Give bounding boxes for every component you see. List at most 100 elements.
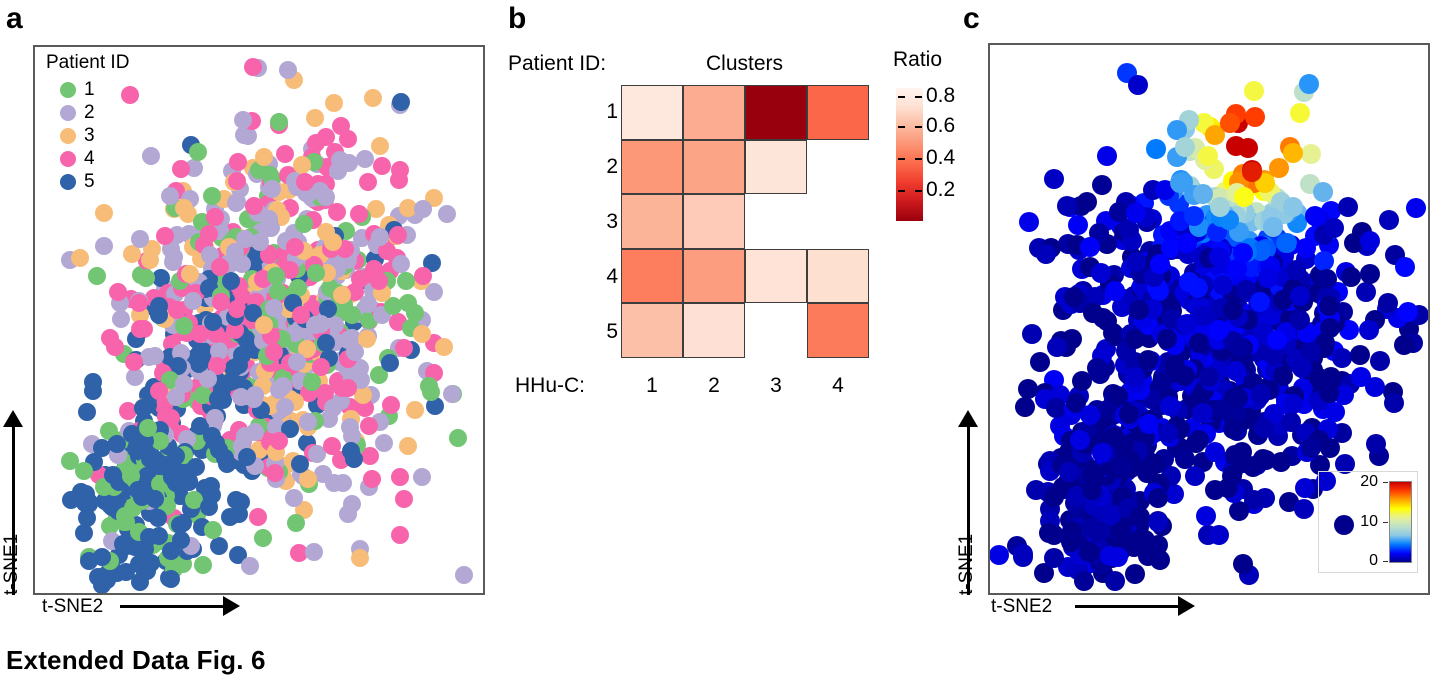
- heatmap-cell-r1-c3[interactable]: [745, 85, 807, 140]
- scatter-point: [371, 137, 390, 156]
- scatter-point: [382, 395, 401, 414]
- scatter-point: [149, 382, 168, 401]
- heatmap-cell-r3-c3[interactable]: [745, 194, 807, 249]
- panel-a-scatter-plot[interactable]: [33, 45, 485, 595]
- heatmap-cell-r3-c2[interactable]: [683, 194, 745, 249]
- scatter-point: [1128, 299, 1149, 320]
- scatter-point: [199, 498, 218, 517]
- scatter-point: [1149, 549, 1170, 570]
- scatter-point: [1301, 144, 1322, 165]
- legend-item-4[interactable]: 4: [60, 147, 129, 170]
- scatter-point: [1272, 366, 1293, 387]
- heatmap-cell-r5-c3[interactable]: [745, 303, 807, 358]
- heatmap-cell-r4-c2[interactable]: [683, 248, 745, 304]
- scatter-point: [239, 126, 258, 145]
- scatter-point: [1244, 106, 1265, 127]
- scatter-point: [1164, 356, 1185, 377]
- scatter-point: [1208, 247, 1229, 268]
- scatter-point: [1294, 498, 1315, 519]
- scatter-point: [88, 266, 107, 285]
- scatter-point: [285, 237, 304, 256]
- scatter-point: [1340, 266, 1361, 287]
- ratio-tick-0-4: 0.4: [926, 146, 956, 169]
- scatter-point: [406, 400, 425, 419]
- scatter-point: [302, 373, 321, 392]
- heatmap-col-label-3: 3: [770, 374, 782, 397]
- scatter-point: [1406, 198, 1427, 219]
- scatter-point: [287, 353, 306, 372]
- scatter-point: [1276, 232, 1297, 253]
- scatter-point: [399, 436, 418, 455]
- scatter-point: [289, 544, 308, 563]
- heatmap-cell-r5-c2[interactable]: [683, 303, 745, 358]
- scatter-point: [1195, 505, 1216, 526]
- scatter-point: [454, 565, 473, 584]
- scatter-point: [370, 228, 389, 247]
- scatter-point: [1176, 233, 1197, 254]
- legend-item-2[interactable]: 2: [60, 101, 129, 124]
- heatmap-cell-r1-c4[interactable]: [807, 85, 869, 140]
- legend-item-5[interactable]: 5: [60, 170, 129, 193]
- panel-b-colorbar: [896, 88, 923, 221]
- scatter-point: [1289, 285, 1310, 306]
- heatmap-cell-r4-c4[interactable]: [807, 248, 869, 304]
- scatter-point: [360, 416, 379, 435]
- panel-b-col-axis-label: HHu-C:: [515, 374, 586, 397]
- panel-b-heatmap[interactable]: [621, 85, 869, 358]
- panel-a-x-axis-arrow: [120, 596, 240, 616]
- heatmap-row-label-4: 4: [606, 265, 618, 288]
- heatmap-cell-r3-c1[interactable]: [621, 194, 683, 249]
- scatter-point: [1243, 81, 1264, 101]
- heatmap-cell-r2-c4[interactable]: [807, 139, 869, 195]
- heatmap-cell-r5-c4[interactable]: [807, 303, 869, 358]
- scatter-point: [1129, 506, 1150, 527]
- scatter-point: [174, 317, 193, 336]
- scatter-point: [130, 229, 149, 248]
- heatmap-cell-r1-c1[interactable]: [621, 85, 683, 140]
- scatter-point: [276, 145, 295, 164]
- scatter-point: [1056, 196, 1077, 217]
- scatter-point: [243, 57, 262, 76]
- scatter-point: [1029, 351, 1050, 372]
- scatter-point: [202, 186, 221, 205]
- heatmap-cell-r4-c1[interactable]: [621, 248, 683, 304]
- scatter-point: [1324, 218, 1345, 239]
- legend-item-3[interactable]: 3: [60, 124, 129, 147]
- scatter-point: [358, 173, 377, 192]
- scatter-point: [341, 442, 360, 461]
- scatter-point: [1355, 281, 1376, 302]
- scatter-point: [1394, 256, 1415, 277]
- scatter-point: [1069, 429, 1090, 450]
- legend-swatch-icon: [60, 127, 76, 144]
- scatter-point: [132, 487, 151, 506]
- scatter-point: [1061, 520, 1082, 541]
- scatter-point: [145, 347, 164, 366]
- scatter-point: [190, 355, 209, 374]
- legend-swatch-icon: [60, 104, 76, 121]
- panel-b-title: Clusters: [706, 52, 784, 75]
- scatter-point: [373, 157, 392, 176]
- legend-item-label: 2: [84, 102, 95, 123]
- heatmap-cell-r4-c3[interactable]: [745, 248, 807, 304]
- scatter-point: [316, 127, 335, 146]
- scatter-point: [151, 269, 170, 288]
- heatmap-cell-r2-c1[interactable]: [621, 139, 683, 195]
- scatter-point: [1234, 186, 1255, 207]
- scatter-point: [308, 445, 327, 464]
- scatter-point: [425, 396, 444, 415]
- heatmap-cell-r1-c2[interactable]: [683, 85, 745, 140]
- scatter-point: [74, 461, 93, 480]
- scatter-point: [1283, 196, 1304, 217]
- scatter-point: [1193, 402, 1214, 423]
- heatmap-cell-r3-c4[interactable]: [807, 194, 869, 249]
- heatmap-cell-r2-c2[interactable]: [683, 139, 745, 195]
- scatter-point: [434, 337, 453, 356]
- heatmap-cell-r5-c1[interactable]: [621, 303, 683, 358]
- scatter-point: [160, 187, 179, 206]
- legend-item-1[interactable]: 1: [60, 78, 129, 101]
- heatmap-cell-r2-c3[interactable]: [745, 139, 807, 195]
- scatter-point: [360, 447, 379, 466]
- scatter-point: [355, 150, 374, 169]
- scatter-point: [369, 366, 388, 385]
- scatter-point: [79, 492, 98, 511]
